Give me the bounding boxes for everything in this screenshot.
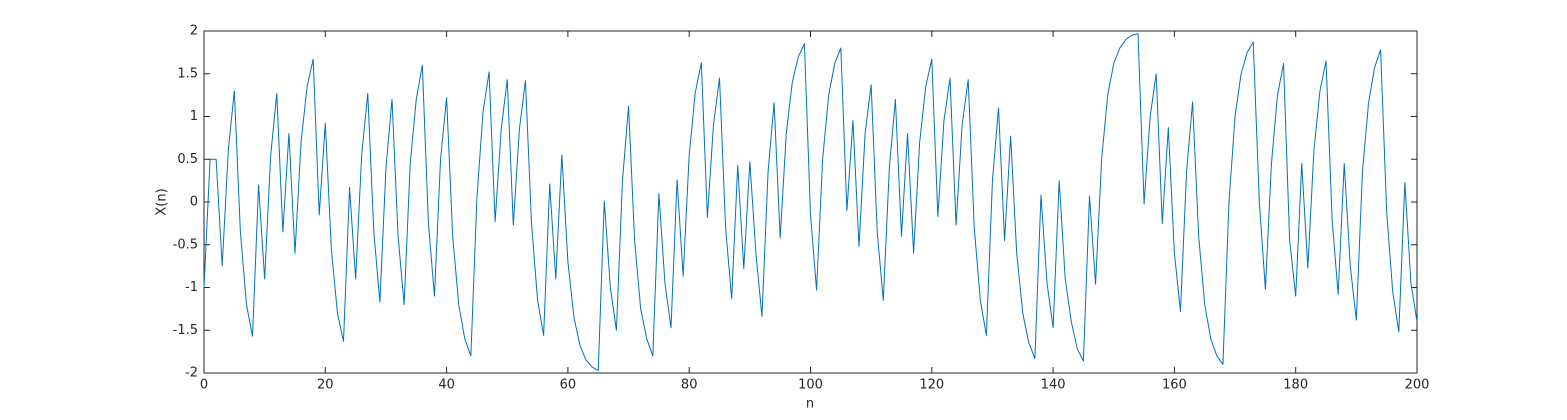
y-tick-label: -1 [185,280,198,295]
y-tick-label: 0 [190,195,198,210]
x-tick-label: 40 [438,378,455,393]
x-tick-label: 160 [1162,378,1187,393]
x-tick-label: 140 [1041,378,1066,393]
y-tick-label: -2 [185,366,198,381]
x-tick-label: 80 [681,378,698,393]
x-tick-label: 20 [317,378,334,393]
x-axis-label: n [806,397,814,412]
x-tick-label: 0 [200,378,208,393]
y-tick-label: -0.5 [173,237,198,252]
y-tick-label: 1 [190,109,198,124]
data-line [203,33,1418,371]
x-tick-label: 100 [798,378,823,393]
x-tick-label: 60 [560,378,577,393]
x-tick-label: 200 [1405,378,1430,393]
y-tick-label: 1.5 [177,66,198,81]
x-tick-label: 180 [1283,378,1308,393]
y-tick-label: -1.5 [173,323,198,338]
y-tick-label: 2 [190,24,198,39]
y-tick-label: 0.5 [177,152,198,167]
x-tick-label: 120 [919,378,944,393]
y-axis-label: X(n) [155,188,170,215]
